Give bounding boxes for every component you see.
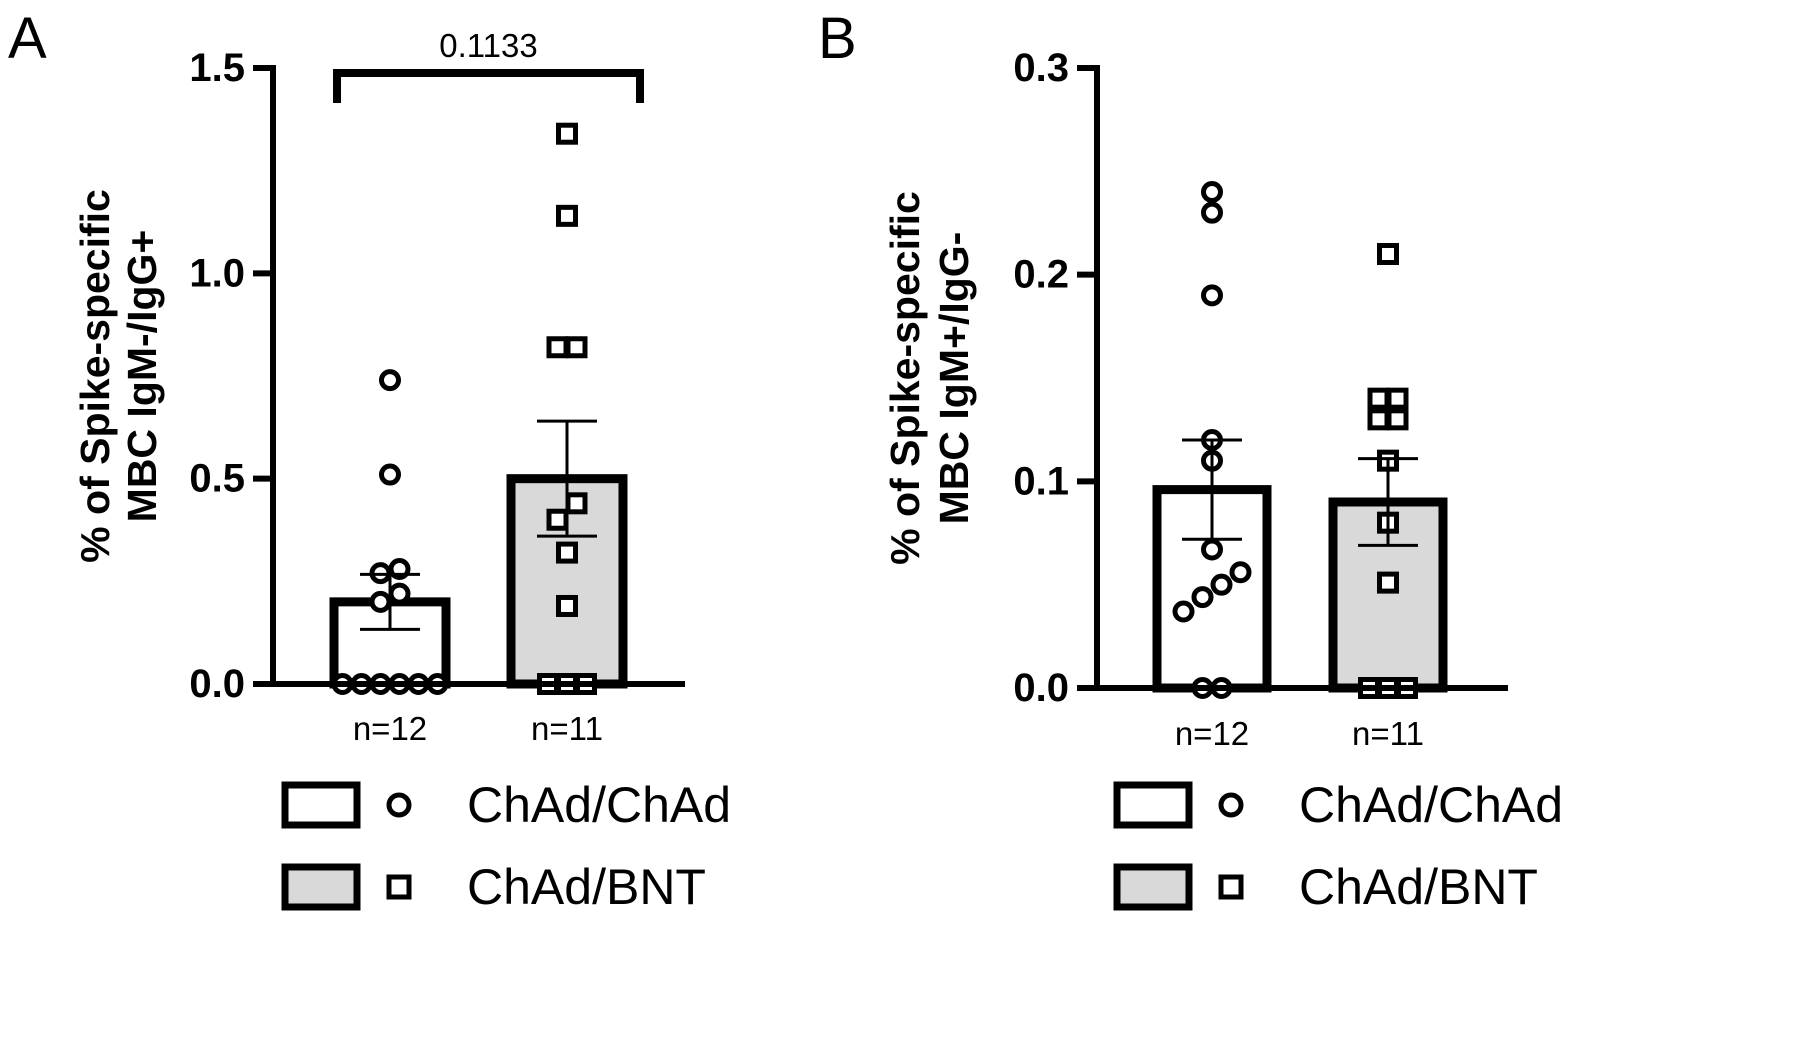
y-axis-label: % of Spike-specific — [72, 189, 118, 563]
data-point — [369, 590, 392, 613]
legend-swatch — [1113, 863, 1193, 911]
data-point — [1201, 284, 1223, 307]
data-point — [379, 369, 401, 392]
data-point — [1201, 201, 1223, 224]
data-point — [556, 122, 578, 145]
n-label: n=12 — [353, 710, 427, 747]
data-point — [1201, 538, 1223, 561]
legend-item: ChAd/ChAd — [1113, 777, 1563, 833]
legend-marker — [1218, 792, 1244, 818]
data-point — [1191, 586, 1214, 609]
data-point — [379, 463, 401, 486]
panel-b: B % of Spike-specific MBC IgM+/IgG- 0.0 0.1 0… — [818, 6, 1563, 915]
y-tick-label: 0.0 — [189, 662, 245, 706]
n-label: n=12 — [1175, 715, 1249, 752]
legend-marker — [1218, 874, 1244, 900]
legend-item: ChAd/BNT — [1113, 859, 1538, 915]
legend-label: ChAd/BNT — [467, 859, 706, 915]
n-label: n=11 — [531, 710, 603, 747]
y-tick-label: 1.5 — [189, 46, 245, 90]
y-tick-label: 1.0 — [189, 251, 245, 295]
y-tick-label: 0.0 — [1013, 666, 1069, 710]
legend-marker — [386, 874, 412, 900]
y-tick-label: 0.1 — [1013, 459, 1069, 503]
data-point — [1386, 408, 1409, 431]
data-point — [1229, 561, 1252, 584]
data-point — [1377, 571, 1399, 594]
y-axis-label: MBC IgM+/IgG- — [931, 232, 977, 525]
data-point — [546, 336, 569, 359]
panel-a: A % of Spike-specific MBC IgM-/IgG+ 0.0 0.5 1… — [8, 6, 731, 915]
data-point — [546, 508, 569, 531]
data-point — [1367, 408, 1390, 431]
data-point — [1201, 181, 1223, 203]
legend-swatch — [281, 781, 361, 829]
n-label: n=11 — [1352, 715, 1424, 752]
legend-swatch — [1113, 781, 1193, 829]
data-point — [556, 594, 578, 617]
data-point — [565, 492, 588, 515]
data-point — [1172, 600, 1195, 623]
data-point — [565, 336, 588, 359]
legend-label: ChAd/ChAd — [1299, 777, 1563, 833]
legend-swatch — [281, 863, 361, 911]
y-tick-label: 0.3 — [1013, 46, 1069, 90]
panel-letter: A — [8, 6, 47, 71]
data-point — [556, 204, 578, 227]
y-axis-label: MBC IgM-/IgG+ — [119, 230, 165, 523]
data-point — [1367, 387, 1390, 410]
significance-bracket — [333, 69, 644, 103]
y-axis-label: % of Spike-specific — [882, 191, 928, 565]
legend-marker — [386, 792, 412, 818]
panel-letter: B — [818, 6, 857, 71]
data-point — [1386, 387, 1409, 410]
legend-item: ChAd/ChAd — [281, 777, 731, 833]
y-tick-label: 0.2 — [1013, 253, 1069, 297]
data-point — [1377, 243, 1399, 265]
legend-label: ChAd/ChAd — [467, 777, 731, 833]
y-tick-label: 0.5 — [189, 457, 245, 501]
significance-label: 0.1133 — [439, 27, 537, 64]
data-point — [388, 582, 411, 605]
data-point — [556, 541, 578, 564]
data-point — [1210, 573, 1233, 596]
legend-label: ChAd/BNT — [1299, 859, 1538, 915]
legend-item: ChAd/BNT — [281, 859, 706, 915]
